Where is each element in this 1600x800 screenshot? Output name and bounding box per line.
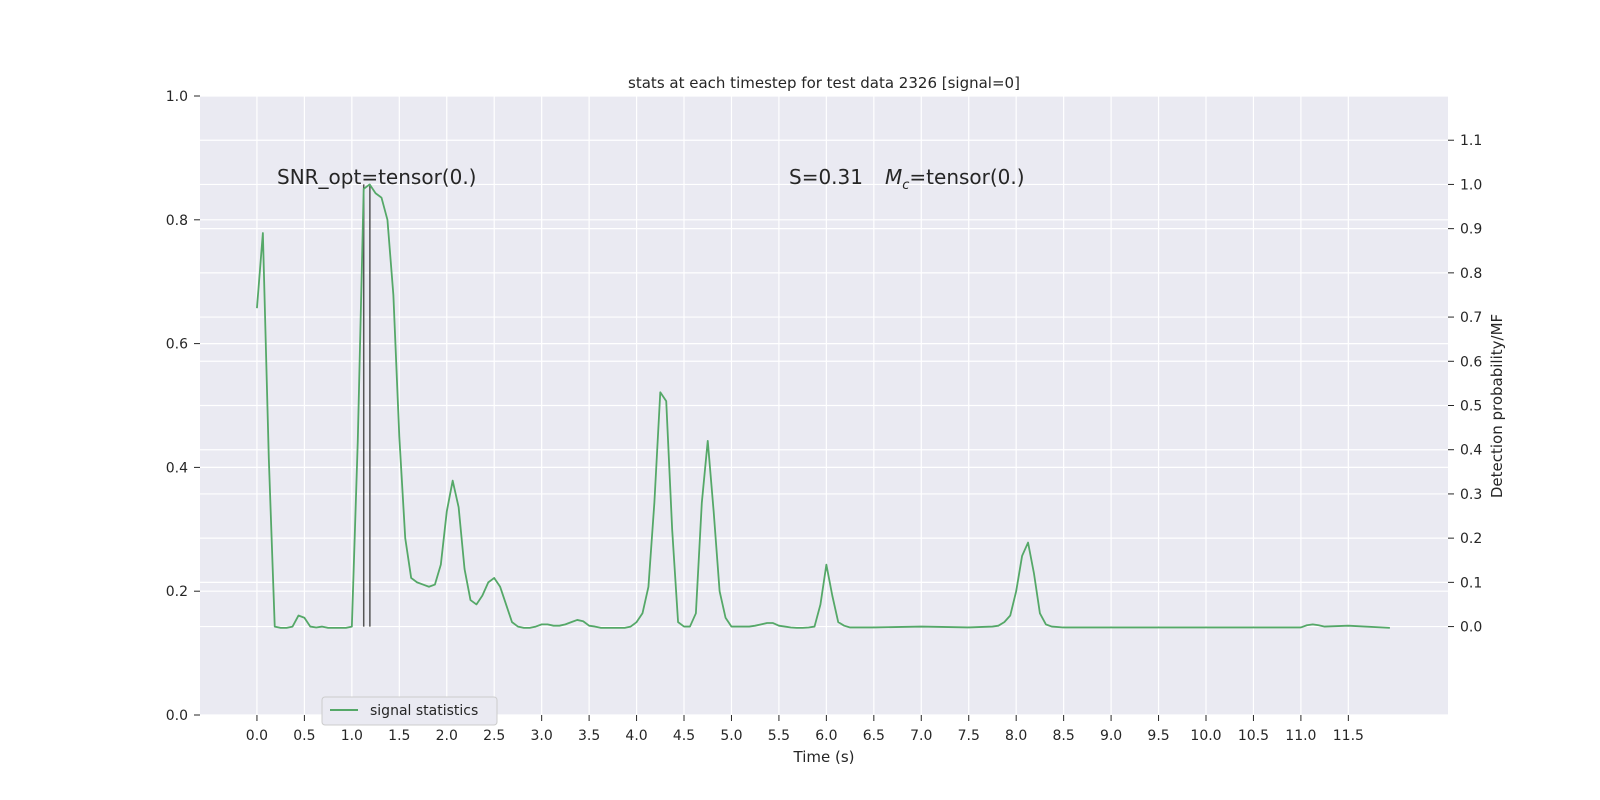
- x-tick-label: 7.5: [958, 728, 980, 744]
- y-right-tick-label: 0.8: [1460, 266, 1482, 282]
- y-right-tick-label: 0.6: [1460, 354, 1482, 370]
- mc-value: =tensor(0.): [909, 165, 1024, 189]
- x-tick-label: 2.5: [483, 728, 505, 744]
- y-right-tick-label: 0.3: [1460, 487, 1482, 503]
- x-tick-label: 8.5: [1053, 728, 1075, 744]
- y-left-tick-label: 1.0: [166, 89, 188, 105]
- mc-subscript: c: [902, 178, 909, 193]
- x-tick-label: 7.0: [910, 728, 932, 744]
- y-right-tick-label: 1.0: [1460, 177, 1482, 193]
- legend-box: [321, 696, 498, 726]
- legend: signal statistics: [321, 696, 498, 726]
- stats-value: S=0.31: [789, 165, 863, 189]
- y-left-tick-label: 0.8: [166, 213, 188, 229]
- x-tick-label: 9.5: [1147, 728, 1169, 744]
- y-axis-left-ticks: 0.0 0.2 0.4 0.6 0.8 1.0: [166, 89, 200, 724]
- x-tick-label: 0.0: [246, 728, 268, 744]
- y-axis-right-ticks: 0.0 0.1 0.2 0.3 0.4 0.5 0.6 0.7 0.8 0.9 1.0 1.1: [1448, 133, 1482, 636]
- series-line: [256, 183, 1390, 629]
- x-tick-label: 5.5: [768, 728, 790, 744]
- x-tick-label: 1.0: [341, 728, 363, 744]
- x-tick-label: 6.5: [863, 728, 885, 744]
- chart-title: stats at each timestep for test data 232…: [628, 74, 1020, 92]
- x-tick-label: 1.5: [388, 728, 410, 744]
- x-tick-label: 3.0: [531, 728, 553, 744]
- x-tick-label: 10.0: [1190, 728, 1221, 744]
- y-right-tick-label: 0.0: [1460, 620, 1482, 636]
- x-tick-label: 4.5: [673, 728, 695, 744]
- series-group: [256, 183, 1390, 629]
- y-right-tick-label: 0.9: [1460, 222, 1482, 238]
- y-left-tick-label: 0.2: [166, 584, 188, 600]
- x-tick-label: 5.0: [720, 728, 742, 744]
- y-right-tick-label: 1.1: [1460, 133, 1482, 149]
- x-tick-label: 3.5: [578, 728, 600, 744]
- x-tick-label: 4.0: [625, 728, 647, 744]
- y-left-tick-label: 0.0: [166, 708, 188, 724]
- x-tick-label: 8.0: [1005, 728, 1027, 744]
- y-axis-right-label: Detection probability/MF: [1488, 314, 1506, 498]
- y-right-tick-label: 0.5: [1460, 399, 1482, 415]
- y-left-tick-label: 0.6: [166, 337, 188, 353]
- x-tick-label: 2.0: [436, 728, 458, 744]
- x-tick-label: 9.0: [1100, 728, 1122, 744]
- x-tick-label: 11.5: [1333, 728, 1364, 744]
- x-axis-label: Time (s): [793, 748, 855, 766]
- legend-label: signal statistics: [370, 703, 478, 719]
- x-tick-label: 0.5: [293, 728, 315, 744]
- snr-annotation: SNR_opt=tensor(0.): [277, 165, 476, 189]
- y-right-tick-label: 0.1: [1460, 575, 1482, 591]
- mc-annotation: Mc=tensor(0.): [885, 165, 1025, 193]
- x-axis-ticks: 0.0 0.5 1.0 1.5 2.0 2.5 3.0 3.5 4.0 4.5 5.0 5.5 6.0 6…: [246, 715, 1364, 744]
- y-right-tick-label: 0.2: [1460, 531, 1482, 547]
- vertical-markers: [362, 184, 371, 627]
- x-tick-label: 11.0: [1285, 728, 1316, 744]
- y-right-tick-label: 0.7: [1460, 310, 1482, 326]
- x-tick-label: 6.0: [815, 728, 837, 744]
- stats-annotation: S=0.31: [789, 165, 863, 189]
- y-right-tick-label: 0.4: [1460, 443, 1482, 459]
- mc-symbol: M: [885, 165, 902, 189]
- grid: [200, 95, 1448, 716]
- x-tick-label: 10.5: [1238, 728, 1269, 744]
- y-left-tick-label: 0.4: [166, 460, 188, 476]
